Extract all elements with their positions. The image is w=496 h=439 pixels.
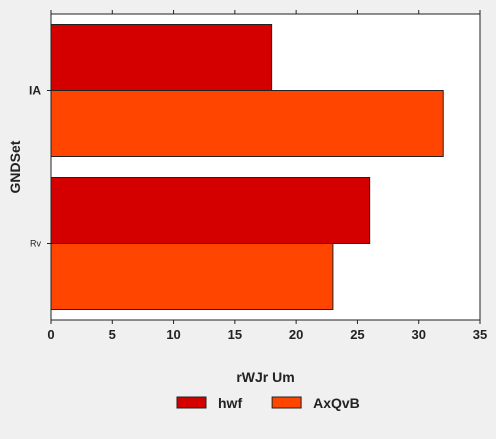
bar-AxQvB-IA — [50, 90, 444, 157]
x-tick-label: 35 — [473, 327, 487, 342]
bars-group — [50, 24, 444, 310]
legend-swatch-AxQvB — [271, 396, 302, 409]
x-tick-label: 15 — [228, 327, 242, 342]
plot-area — [47, 10, 481, 324]
legend-label-hwf: hwf — [218, 395, 242, 411]
legend: hwf AxQvB — [176, 395, 360, 411]
x-tick-label: 20 — [289, 327, 303, 342]
x-tick-labels: 0 5 10 15 20 25 30 35 — [47, 327, 487, 342]
legend-label-AxQvB: AxQvB — [313, 395, 360, 411]
y-tick-label: Rv — [30, 239, 41, 249]
legend-swatch-hwf — [176, 396, 207, 409]
y-axis-title: GNDSet — [7, 140, 23, 193]
bar-hwf-IA — [50, 24, 273, 91]
x-tick-label: 0 — [47, 327, 54, 342]
y-tick-label: IA — [29, 84, 41, 98]
x-tick-label: 30 — [411, 327, 425, 342]
plot-frame — [50, 13, 481, 321]
x-tick-label: 10 — [166, 327, 180, 342]
x-tick-label: 25 — [350, 327, 364, 342]
ticks-group — [47, 10, 481, 324]
bar-hwf-Rv — [50, 177, 371, 244]
x-tick-label: 5 — [109, 327, 116, 342]
bar-AxQvB-Rv — [50, 243, 334, 310]
y-category-labels: IA Rv — [29, 84, 41, 249]
x-axis-title: rWJr Um — [236, 369, 294, 385]
